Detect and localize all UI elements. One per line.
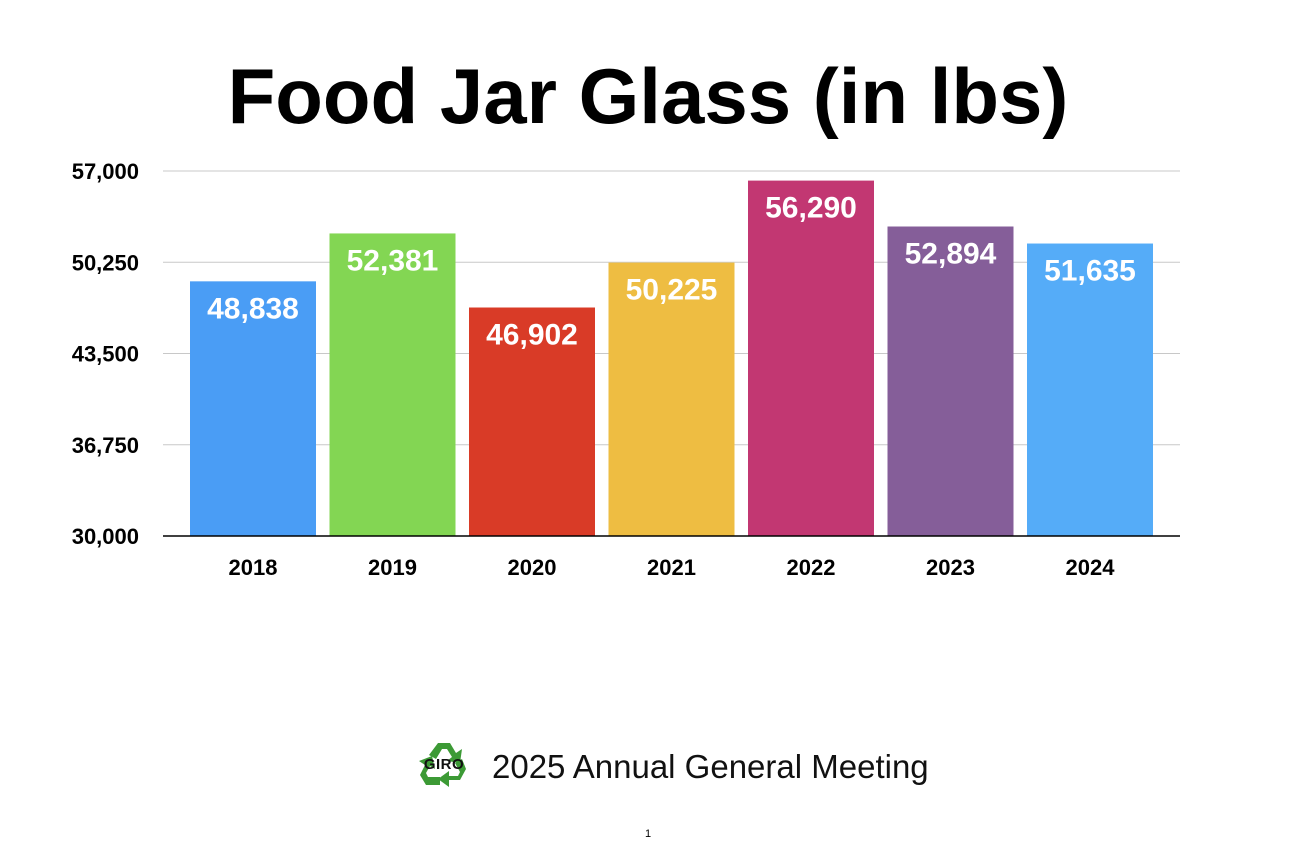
x-tick-label: 2020 (508, 555, 557, 580)
x-tick-label: 2024 (1066, 555, 1116, 580)
x-tick-label: 2022 (787, 555, 836, 580)
bar-value-label: 48,838 (207, 292, 299, 325)
bar-value-label: 52,894 (905, 238, 997, 271)
logo-text: GIRO (423, 756, 465, 773)
y-tick-label: 36,750 (72, 433, 139, 458)
x-tick-label: 2018 (229, 555, 278, 580)
bar-value-label: 51,635 (1044, 255, 1136, 288)
bar (748, 180, 874, 536)
bar-value-label: 46,902 (486, 319, 578, 352)
giro-recycle-logo: GIRO (416, 739, 472, 795)
chart-title: Food Jar Glass (in lbs) (227, 52, 1069, 140)
bar-value-label: 56,290 (765, 192, 857, 225)
page-number: 1 (644, 828, 652, 840)
y-tick-label: 50,250 (72, 250, 139, 275)
bar (469, 307, 595, 536)
x-tick-label: 2019 (368, 555, 417, 580)
bar (329, 233, 456, 536)
bar (608, 262, 735, 536)
y-tick-label: 43,500 (72, 342, 139, 367)
bar-value-label: 52,381 (347, 244, 439, 277)
x-tick-label: 2023 (926, 555, 975, 580)
recycle-icon (419, 743, 466, 787)
x-tick-label: 2021 (647, 555, 696, 580)
bar (887, 226, 1014, 537)
y-tick-label: 57,000 (72, 159, 139, 184)
bar-chart: 30,000 36,750 43,500 50,250 57,000 48,838 2018… (72, 159, 1180, 580)
y-tick-label: 30,000 (72, 524, 139, 549)
bar (1027, 243, 1153, 536)
footer: GIRO 2025 Annual General Meeting (416, 738, 929, 796)
bar-value-label: 50,225 (626, 274, 718, 307)
meeting-label: 2025 Annual General Meeting (492, 748, 929, 785)
bar (190, 281, 316, 536)
